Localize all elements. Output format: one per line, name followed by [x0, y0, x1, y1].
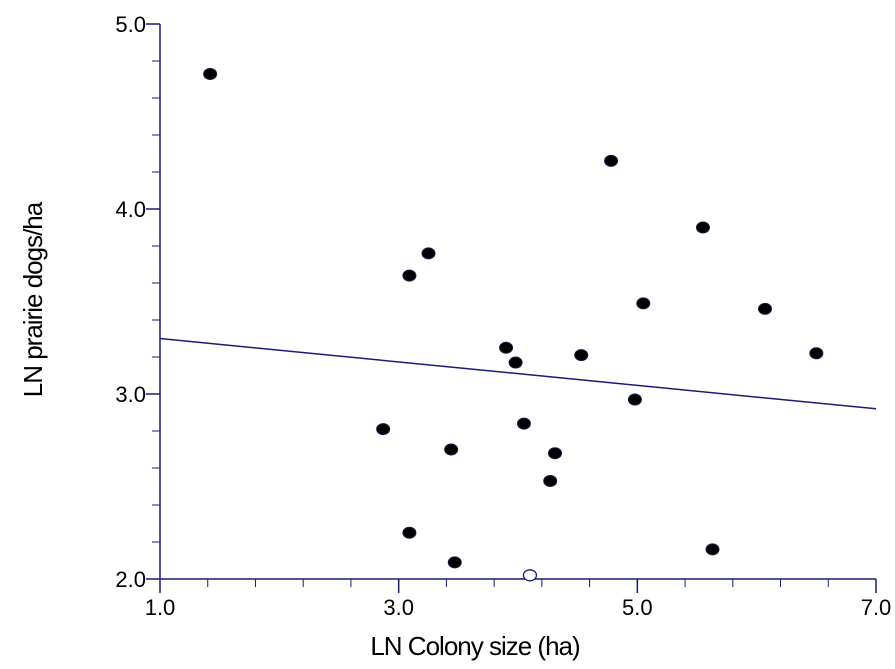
data-point — [705, 543, 720, 556]
data-point — [447, 556, 462, 569]
y-tick-label: 2.0 — [115, 567, 146, 592]
data-point — [402, 269, 417, 282]
data-point — [421, 247, 436, 260]
y-axis-label: LN prairie dogs/ha — [18, 201, 48, 397]
data-point — [758, 302, 773, 315]
data-point — [508, 356, 523, 369]
data-points — [203, 67, 824, 582]
y-tick-label: 4.0 — [115, 197, 146, 222]
data-point — [574, 349, 589, 362]
fit-line-group — [159, 337, 877, 410]
x-tick-label: 3.0 — [383, 595, 414, 620]
axes — [159, 24, 876, 580]
tick-marks — [146, 23, 877, 593]
data-point — [203, 67, 218, 80]
open-data-point — [522, 569, 538, 582]
data-point — [695, 221, 710, 234]
y-tick-label: 5.0 — [115, 12, 146, 37]
data-point — [543, 474, 558, 487]
data-point — [516, 417, 531, 430]
data-point — [547, 447, 562, 460]
x-tick-label: 1.0 — [145, 595, 176, 620]
data-point — [627, 393, 642, 406]
data-point — [809, 347, 824, 360]
x-axis-label: LN Colony size (ha) — [370, 631, 580, 661]
y-tick-label: 3.0 — [115, 382, 146, 407]
data-point — [376, 423, 391, 436]
tick-labels: 1.0 3.0 5.0 7.0 2.0 3.0 4.0 5.0 — [115, 12, 891, 620]
data-point — [402, 526, 417, 539]
data-point — [444, 443, 459, 456]
data-point — [499, 341, 514, 354]
x-tick-label: 7.0 — [861, 595, 892, 620]
regression-line — [159, 337, 877, 410]
data-point — [636, 297, 651, 310]
data-point — [604, 154, 619, 167]
x-tick-label: 5.0 — [622, 595, 653, 620]
